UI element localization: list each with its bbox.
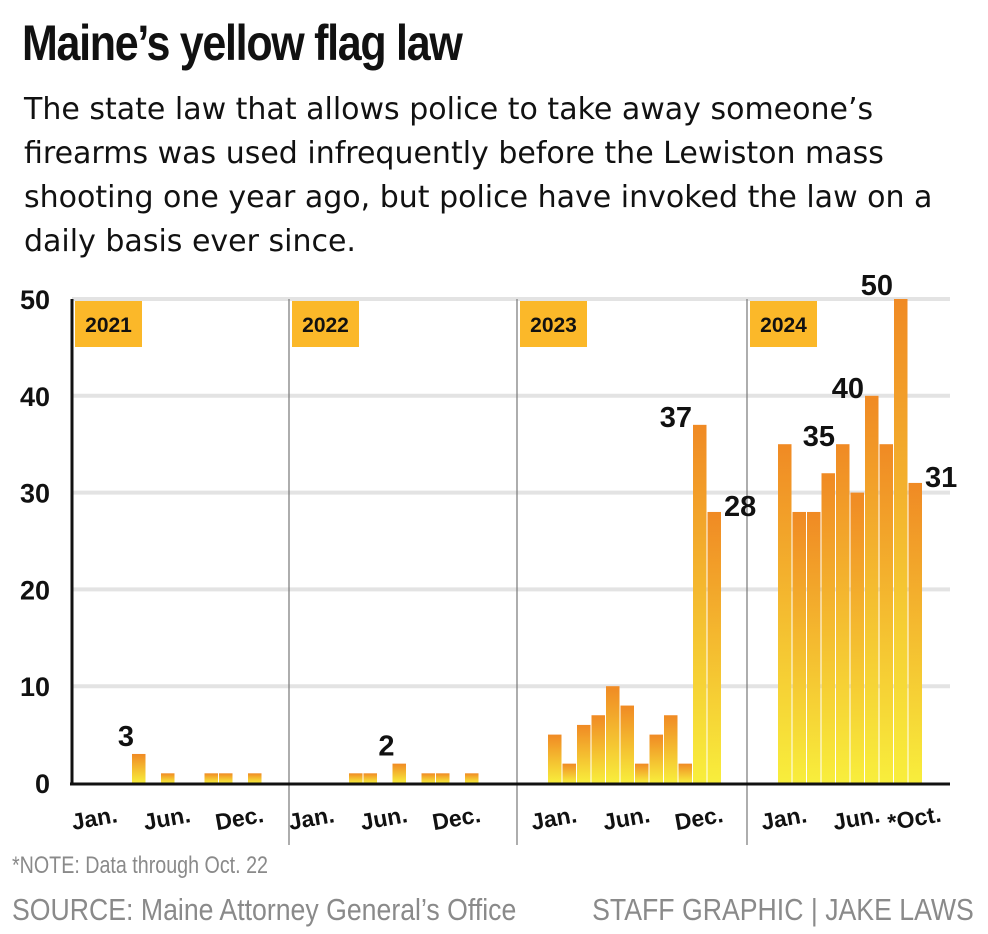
y-tick-label: 10 (20, 672, 50, 702)
x-tick-label: Jun. (831, 801, 882, 835)
x-tick-label: *Oct. (886, 801, 943, 836)
year-badge (292, 301, 359, 347)
bar (678, 763, 692, 783)
bar (363, 773, 377, 783)
bar (349, 773, 363, 783)
data-label: 28 (724, 491, 756, 523)
bar (132, 753, 146, 783)
bar (908, 482, 922, 783)
data-label: 35 (803, 421, 835, 453)
labels: 0 10 20 30 40 50 2021 Jan. Jun. Dec. 3 2022 Jan. Jun.… (20, 270, 957, 836)
bar (792, 511, 806, 783)
data-label: 2 (378, 731, 394, 763)
bar (562, 763, 576, 783)
x-tick-label: Jan. (759, 801, 809, 835)
x-tick-label: Jan. (69, 801, 119, 835)
axes (70, 299, 950, 786)
year-label: 2022 (302, 314, 349, 337)
y-tick-label: 50 (20, 285, 50, 315)
bar (778, 444, 792, 783)
bar (577, 724, 591, 783)
bar (879, 444, 893, 783)
data-label: 40 (832, 373, 864, 405)
year-label: 2023 (530, 314, 577, 337)
bar (591, 715, 605, 783)
year-label: 2024 (760, 314, 807, 337)
bar (865, 395, 879, 783)
y-tick-label: 30 (20, 479, 50, 509)
bar (707, 511, 721, 783)
bar (821, 473, 835, 783)
x-tick-label: Jan. (286, 801, 336, 835)
bar (850, 492, 864, 783)
x-tick-label: Jan. (529, 801, 579, 835)
year-badge (750, 301, 817, 347)
year-badge (520, 301, 587, 347)
y-tick-label: 20 (20, 575, 50, 605)
bars (132, 299, 922, 783)
x-tick-label: Dec. (213, 801, 265, 835)
data-label: 50 (861, 270, 893, 302)
bar (161, 773, 175, 783)
bar (606, 686, 620, 783)
bar (421, 773, 435, 783)
bar (649, 734, 663, 783)
data-label: 31 (925, 462, 957, 494)
footnote: *NOTE: Data through Oct. 22 (12, 852, 268, 879)
year-dividers (288, 299, 748, 845)
bar (392, 763, 406, 783)
x-tick-label: Dec. (430, 801, 482, 835)
bar (635, 763, 649, 783)
bar (664, 715, 678, 783)
year-label: 2021 (85, 314, 132, 337)
bar (693, 424, 707, 783)
bar (465, 773, 479, 783)
x-tick-label: Jun. (141, 801, 192, 835)
chart-title: Maine’s yellow flag law (22, 15, 463, 71)
bar (436, 773, 450, 783)
bar (548, 734, 562, 783)
year-badge (75, 301, 142, 347)
bar (836, 444, 850, 783)
bar (807, 511, 821, 783)
source-line: SOURCE: Maine Attorney General’s Office (12, 892, 517, 927)
x-tick-label: Jun. (358, 801, 409, 835)
y-tick-label: 40 (20, 382, 50, 412)
y-tick-label: 0 (35, 769, 50, 799)
bar (204, 773, 218, 783)
bar (894, 299, 908, 783)
bar (219, 773, 233, 783)
x-tick-label: Jun. (601, 801, 652, 835)
data-label: 3 (118, 721, 134, 753)
x-tick-label: Dec. (673, 801, 725, 835)
data-label: 37 (660, 402, 692, 434)
graphic-credit: STAFF GRAPHIC | JAKE LAWS (592, 892, 974, 927)
chart-subtitle: The state law that allows police to take… (24, 92, 933, 259)
bar (248, 773, 262, 783)
bar (620, 705, 634, 783)
